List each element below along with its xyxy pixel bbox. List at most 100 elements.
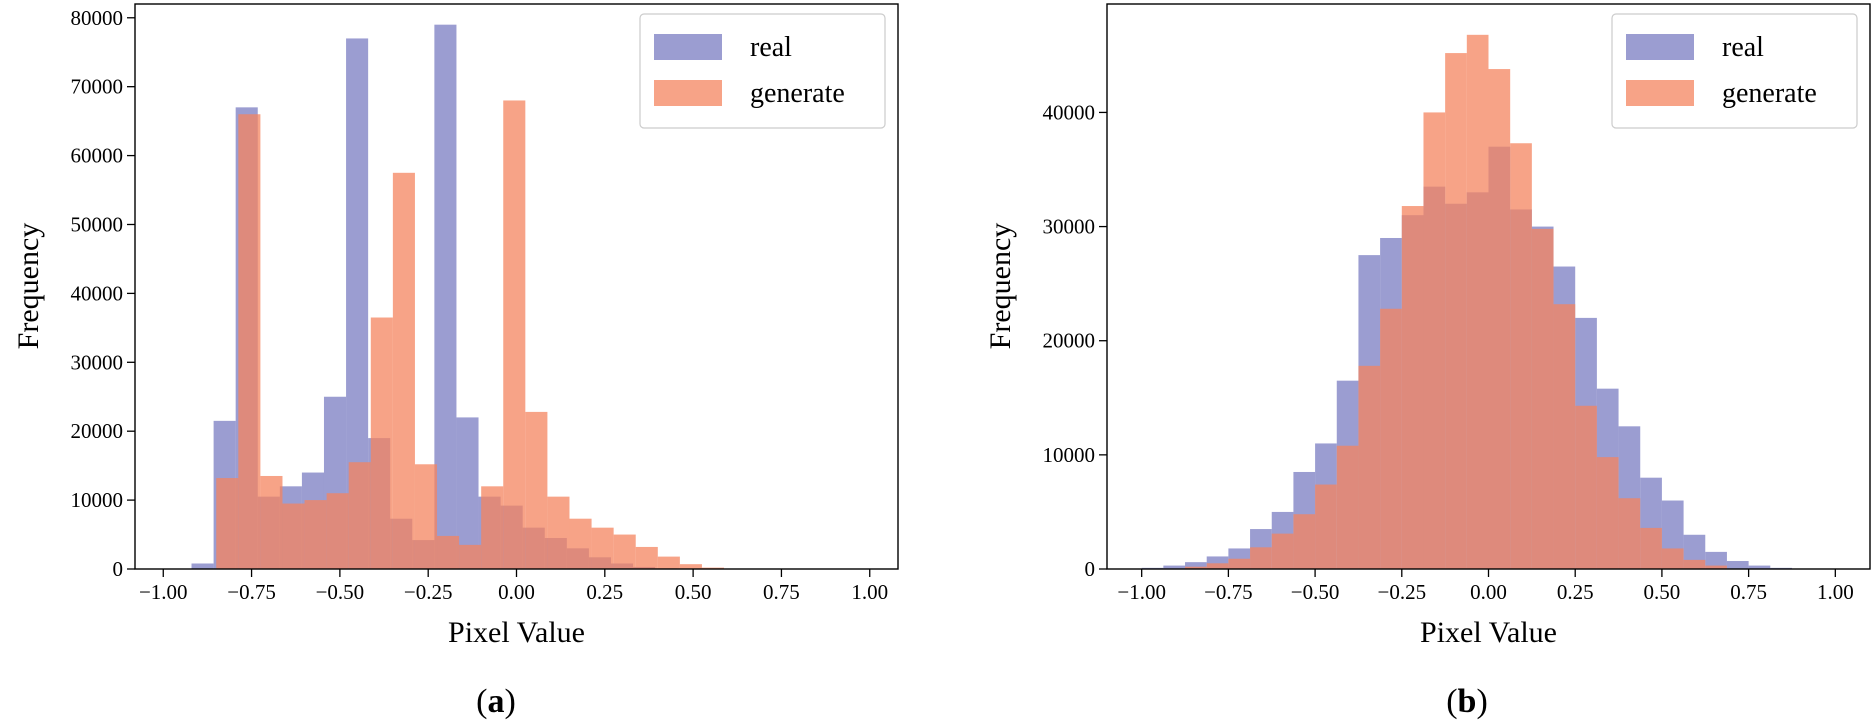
histogram-bar-real-b (1748, 565, 1771, 569)
x-axis-ticks-b: −1.00 −0.75 −0.50 −0.25 0.00 0.25 0.50 0.75 1.00 (1117, 569, 1854, 604)
x-axis-title-a: Pixel Value (448, 616, 585, 649)
histogram-bar-generate-a (238, 114, 261, 570)
histogram-bar-real-a (456, 417, 479, 569)
histogram-bar-generate-b (1445, 53, 1467, 569)
histogram-bar-generate-b (1250, 547, 1272, 569)
x-tick-label-a: 0.50 (675, 580, 712, 604)
histogram-bar-generate-b (1228, 558, 1251, 569)
histogram-bar-generate-b (1575, 405, 1597, 569)
panel-label-letter-b: b (1458, 683, 1477, 720)
histogram-panel-b: −1.00 −0.75 −0.50 −0.25 0.00 0.25 0.50 0.75 1.00… (984, 3, 1871, 720)
histogram-bar-generate-a (569, 518, 592, 569)
histogram-bar-generate-b (1510, 143, 1532, 569)
legend-swatch-generate-b (1626, 80, 1694, 106)
y-tick-label-a: 50000 (71, 212, 124, 236)
histogram-bar-generate-b (1401, 206, 1424, 569)
y-axis-ticks-b: 0 10000 20000 30000 40000 (1043, 100, 1107, 581)
histogram-bar-generate-a (459, 544, 482, 569)
x-tick-label-b: −0.25 (1377, 580, 1426, 604)
histogram-bar-real-b (1163, 565, 1186, 569)
histogram-bar-generate-b (1640, 527, 1662, 569)
y-tick-label-a: 80000 (71, 6, 124, 30)
panel-label-b: (b) (1446, 683, 1488, 720)
y-tick-label-a: 70000 (71, 75, 124, 99)
x-tick-label-b: 0.50 (1644, 580, 1681, 604)
histogram-bar-real-b (1185, 562, 1207, 569)
legend-b: real generate (1611, 13, 1858, 129)
histogram-bar-generate-b (1553, 304, 1576, 569)
histogram-bar-generate-a (679, 564, 702, 569)
y-tick-label-a: 60000 (71, 144, 124, 168)
histogram-bar-generate-b (1206, 563, 1229, 569)
y-tick-label-b: 40000 (1043, 100, 1096, 124)
panel-label-close-a: ) (505, 683, 516, 720)
histogram-bar-real-b (1705, 551, 1727, 569)
histogram-bar-generate-b (1488, 69, 1511, 569)
histogram-bar-generate-b (1271, 533, 1294, 569)
histogram-bar-generate-a (216, 478, 239, 569)
histogram-bar-generate-b (1423, 112, 1446, 570)
histogram-bars-a (191, 24, 725, 570)
histogram-panel-a: −1.00 −0.75 −0.50 −0.25 0.00 0.25 0.50 0.75 1.00… (12, 3, 899, 720)
histogram-bar-generate-b (1683, 559, 1706, 569)
x-tick-label-a: −0.75 (227, 580, 276, 604)
histogram-bar-generate-b (1661, 548, 1684, 569)
y-axis-title-a: Frequency (12, 223, 45, 350)
y-tick-label-a: 40000 (71, 281, 124, 305)
histogram-bar-generate-b (1531, 228, 1554, 570)
histogram-bar-generate-a (392, 172, 415, 569)
x-tick-label-a: 1.00 (851, 580, 888, 604)
panel-label-open-b: ( (1446, 683, 1457, 720)
histogram-bar-generate-a (591, 527, 614, 569)
histogram-bar-real-b (1726, 561, 1749, 569)
x-tick-label-a: 0.75 (763, 580, 800, 604)
x-tick-label-b: −1.00 (1117, 580, 1166, 604)
x-tick-label-b: 0.25 (1557, 580, 1594, 604)
histogram-bar-generate-a (304, 500, 327, 569)
histogram-bar-generate-b (1618, 498, 1641, 569)
x-axis-title-b: Pixel Value (1420, 616, 1557, 649)
legend-label-real-a: real (750, 32, 792, 63)
legend-a: real generate (639, 13, 886, 129)
histogram-bar-generate-b (1336, 445, 1359, 569)
y-tick-label-b: 30000 (1043, 215, 1096, 239)
histogram-bar-generate-b (1380, 308, 1402, 569)
histogram-bar-generate-b (1315, 484, 1337, 569)
y-tick-label-a: 30000 (71, 350, 124, 374)
x-axis-ticks-a: −1.00 −0.75 −0.50 −0.25 0.00 0.25 0.50 0.75 1.00 (139, 569, 888, 604)
histogram-bar-generate-a (657, 556, 680, 569)
panel-label-letter-a: a (488, 683, 505, 720)
x-tick-label-a: −1.00 (139, 580, 188, 604)
histogram-bar-generate-a (326, 493, 349, 569)
legend-swatch-generate-a (654, 80, 722, 106)
y-tick-label-b: 20000 (1043, 329, 1096, 353)
x-tick-label-b: 0.00 (1470, 580, 1507, 604)
x-tick-label-b: 0.75 (1730, 580, 1767, 604)
histogram-bar-real-a (346, 38, 369, 569)
histogram-bar-generate-a (525, 411, 548, 569)
y-tick-label-a: 0 (113, 557, 124, 581)
histogram-bar-generate-a (613, 534, 636, 569)
histogram-bar-generate-a (370, 317, 393, 569)
histogram-bar-generate-b (1185, 566, 1207, 569)
histogram-bar-generate-a (260, 475, 283, 569)
y-axis-ticks-a: 0 10000 20000 30000 40000 50000 60000 70000 8000… (71, 6, 135, 581)
panel-label-open-a: ( (476, 683, 487, 720)
x-tick-label-a: 0.25 (586, 580, 623, 604)
histogram-bar-generate-a (547, 496, 570, 569)
histogram-bar-real-a (434, 24, 457, 570)
legend-label-generate-a: generate (750, 78, 845, 109)
histogram-bar-generate-b (1596, 457, 1619, 569)
histogram-bar-generate-a (635, 546, 658, 569)
histogram-bar-generate-a (503, 100, 526, 570)
panel-label-a: (a) (476, 683, 516, 720)
x-tick-label-b: −0.75 (1204, 580, 1253, 604)
legend-swatch-real-a (654, 34, 722, 60)
histogram-bars-b (1141, 34, 1792, 570)
histogram-bar-generate-b (1705, 565, 1727, 569)
histogram-bar-generate-b (1466, 34, 1489, 569)
x-tick-label-b: 1.00 (1817, 580, 1854, 604)
x-tick-label-b: −0.50 (1291, 580, 1340, 604)
panel-label-close-b: ) (1476, 683, 1487, 720)
